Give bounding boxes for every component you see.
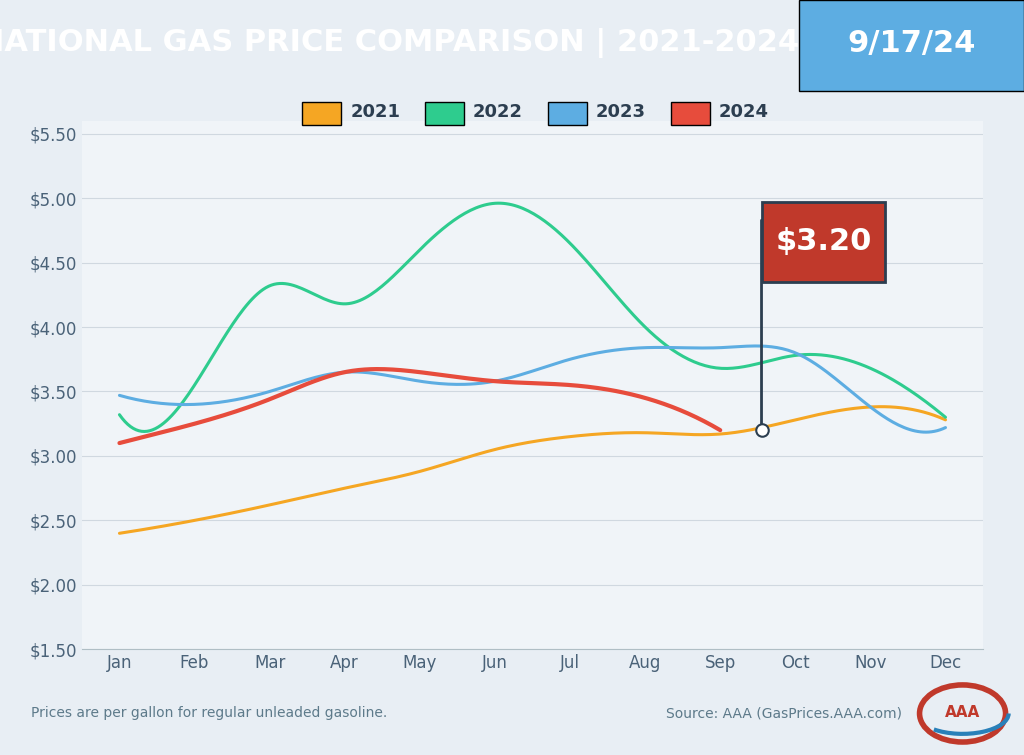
FancyBboxPatch shape [762, 202, 886, 282]
Text: 2021: 2021 [350, 103, 400, 122]
Text: 2024: 2024 [719, 103, 769, 122]
Text: NATIONAL GAS PRICE COMPARISON | 2021-2024: NATIONAL GAS PRICE COMPARISON | 2021-202… [0, 29, 799, 58]
FancyBboxPatch shape [799, 0, 1024, 91]
Text: Prices are per gallon for regular unleaded gasoline.: Prices are per gallon for regular unlead… [31, 707, 387, 720]
FancyBboxPatch shape [671, 102, 710, 125]
Text: Source: AAA (GasPrices.AAA.com): Source: AAA (GasPrices.AAA.com) [666, 707, 901, 720]
Text: $3.20: $3.20 [775, 227, 871, 257]
Text: 2023: 2023 [596, 103, 646, 122]
FancyBboxPatch shape [302, 102, 341, 125]
Text: AAA: AAA [945, 704, 980, 720]
FancyBboxPatch shape [548, 102, 587, 125]
Text: 2022: 2022 [473, 103, 523, 122]
FancyBboxPatch shape [425, 102, 464, 125]
Text: 9/17/24: 9/17/24 [847, 29, 976, 58]
